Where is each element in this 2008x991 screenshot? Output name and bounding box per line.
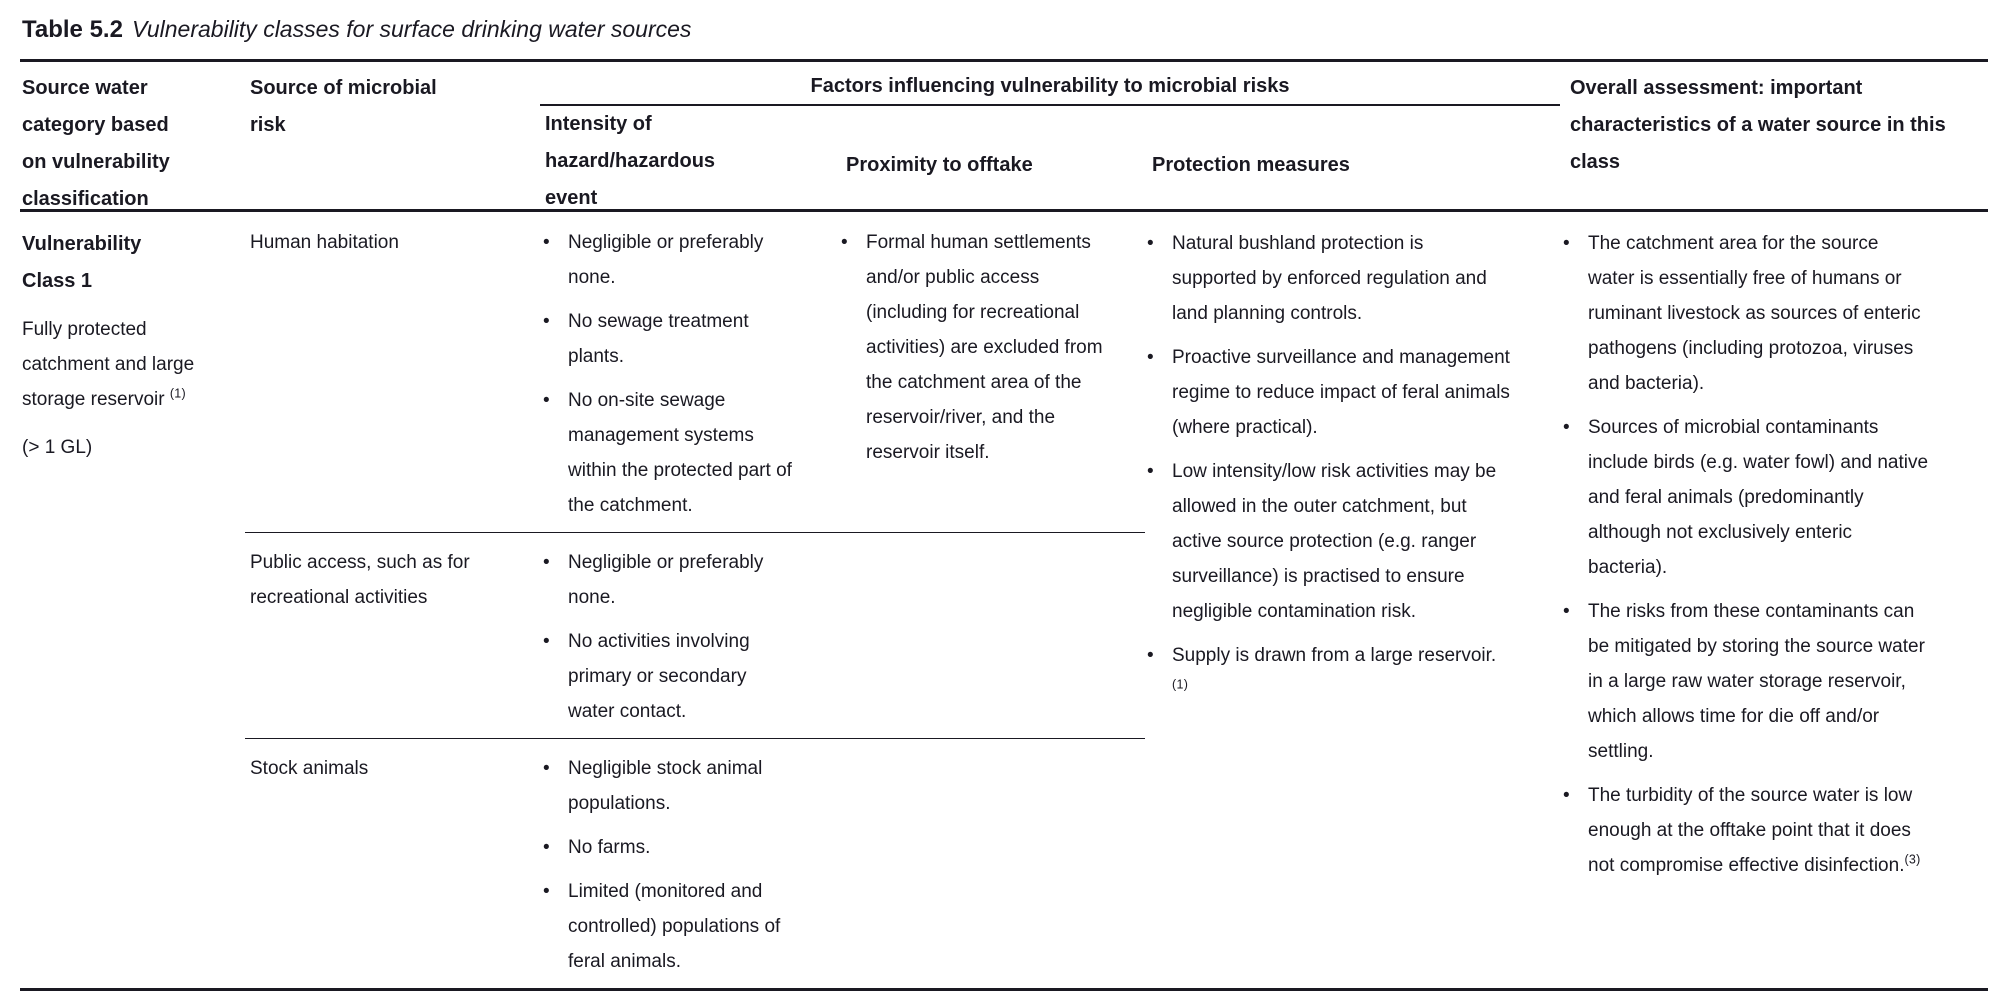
bullet-text-main: The risks from these contaminants can be… — [1588, 601, 1925, 762]
bullet-item: Limited (monitored and controlled) popul… — [543, 874, 798, 979]
protection-measures-cell: Natural bushland protection is supported… — [1145, 212, 1560, 988]
bullet-item: Proactive surveillance and management re… — [1147, 340, 1510, 445]
bullet-text-main: Supply is drawn from a large reservoir. — [1172, 645, 1497, 666]
bullet-text: Negligible or preferably none. — [568, 552, 764, 608]
class-description-text: Fully protected catchment and large stor… — [22, 319, 195, 410]
footnote-marker: (3) — [1904, 852, 1921, 867]
bullet-text-main: The catchment area for the source water … — [1588, 233, 1921, 394]
bullet-text: Low intensity/low risk activities may be… — [1172, 454, 1510, 629]
intensity-cell: Negligible stock animal populations. No … — [540, 751, 838, 988]
class-name: Vulnerability Class 1 — [22, 233, 142, 292]
bullet-text: Limited (monitored and controlled) popul… — [568, 881, 781, 972]
bullet-item: No activities involving primary or secon… — [543, 624, 798, 729]
bullet-item: Low intensity/low risk activities may be… — [1147, 454, 1510, 629]
proximity-cell: Formal human settlements and/or public a… — [838, 225, 1145, 532]
bullet-text: The risks from these contaminants can be… — [1588, 594, 1930, 769]
bullet-item: No sewage treatment plants. — [543, 304, 798, 374]
bullet-item: Negligible stock animal populations. — [543, 751, 798, 821]
bullet-text: The catchment area for the source water … — [1588, 226, 1930, 401]
microbial-risk-label: Public access, such as for recreational … — [250, 552, 470, 608]
bullet-item: No farms. — [543, 830, 798, 865]
header-overall-assessment: Overall assessment: important characteri… — [1570, 77, 1946, 173]
bullet-item: Formal human settlements and/or public a… — [841, 225, 1105, 470]
bullet-text: Proactive surveillance and management re… — [1172, 340, 1510, 445]
bullet-item: Sources of microbial contaminants includ… — [1563, 410, 1930, 585]
table-number: Table 5.2 — [22, 16, 123, 43]
bullet-text: No sewage treatment plants. — [568, 311, 749, 367]
bullet-text-main: The turbidity of the source water is low… — [1588, 785, 1913, 876]
bullet-text: Natural bushland protection is supported… — [1172, 226, 1510, 331]
factors-subheader-row: Intensity of hazard/hazardous event Prox… — [540, 106, 1560, 233]
bullet-text: No farms. — [568, 837, 651, 858]
bullet-item: Negligible or preferably none. — [543, 545, 798, 615]
proximity-cell — [838, 751, 1145, 988]
bullet-text: No activities involving primary or secon… — [568, 631, 750, 722]
bullet-text-main: Sources of microbial contaminants includ… — [1588, 417, 1929, 578]
bullet-text: Supply is drawn from a large reservoir. (… — [1172, 638, 1510, 708]
subrow-public-access: Public access, such as for recreational … — [245, 532, 1145, 738]
bullet-text: Negligible or preferably none. — [568, 232, 764, 288]
bullet-item: The turbidity of the source water is low… — [1563, 778, 1930, 883]
bullet-text-main: Proactive surveillance and management re… — [1172, 347, 1510, 438]
bullet-text-main: Natural bushland protection is supported… — [1172, 233, 1487, 324]
table-caption: Vulnerability classes for surface drinki… — [131, 16, 692, 42]
class-capacity: (> 1 GL) — [22, 437, 93, 458]
bullet-text: Formal human settlements and/or public a… — [866, 232, 1103, 463]
footnote-marker: (1) — [169, 386, 187, 401]
proximity-cell — [838, 545, 1145, 738]
bullet-item: Negligible or preferably none. — [543, 225, 798, 295]
intensity-cell: Negligible or preferably none. No activi… — [540, 545, 838, 738]
microbial-risk-label: Stock animals — [250, 758, 369, 779]
bullet-item: The catchment area for the source water … — [1563, 226, 1930, 401]
subrow-human-habitation: Human habitation Negligible or preferabl… — [245, 212, 1145, 532]
bullet-item: The risks from these contaminants can be… — [1563, 594, 1930, 769]
vulnerability-table: Source water category based on vulnerabi… — [20, 59, 1988, 991]
header-factors-group: Factors influencing vulnerability to mic… — [540, 62, 1560, 233]
bullet-text-main: Low intensity/low risk activities may be… — [1172, 461, 1497, 622]
bullet-text: No on-site sewage management systems wit… — [568, 390, 792, 516]
header-factors-title: Factors influencing vulnerability to mic… — [540, 62, 1560, 106]
header-source-of-microbial-risk: Source of microbial risk — [250, 77, 437, 136]
bullet-item: Supply is drawn from a large reservoir. (… — [1147, 638, 1510, 708]
header-source-water-category: Source water category based on vulnerabi… — [22, 77, 170, 210]
bullet-item: No on-site sewage management systems wit… — [543, 383, 798, 523]
risk-subrows: Human habitation Negligible or preferabl… — [245, 212, 1145, 988]
header-intensity-of-hazard: Intensity of hazard/hazardous event — [545, 113, 716, 209]
table-title: Table 5.2 Vulnerability classes for surfa… — [0, 0, 2008, 49]
header-protection-measures: Protection measures — [1152, 154, 1350, 176]
cell-source-water-class: Vulnerability Class 1 Fully protected ca… — [20, 212, 245, 988]
header-proximity-to-offtake: Proximity to offtake — [846, 154, 1033, 176]
class-description: Fully protected catchment and large stor… — [22, 312, 214, 417]
table-header-row: Source water category based on vulnerabi… — [20, 62, 1988, 212]
bullet-item: Natural bushland protection is supported… — [1147, 226, 1510, 331]
intensity-cell: Negligible or preferably none. No sewage… — [540, 225, 838, 532]
bullet-text: Negligible stock animal populations. — [568, 758, 763, 814]
microbial-risk-label: Human habitation — [250, 232, 399, 253]
footnote-marker: (1) — [1172, 677, 1189, 692]
bullet-text: Sources of microbial contaminants includ… — [1588, 410, 1930, 585]
subrow-stock-animals: Stock animals Negligible stock animal po… — [245, 738, 1145, 988]
overall-assessment-cell: The catchment area for the source water … — [1560, 212, 1988, 988]
bullet-text: The turbidity of the source water is low… — [1588, 778, 1930, 883]
table-body: Vulnerability Class 1 Fully protected ca… — [20, 212, 1988, 988]
